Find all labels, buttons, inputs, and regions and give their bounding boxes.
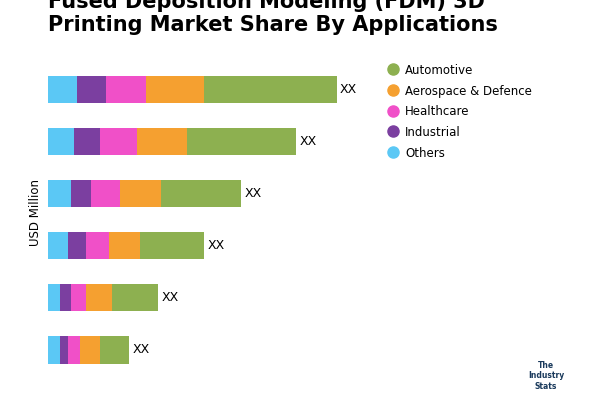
Bar [86, 232, 109, 259]
Bar [48, 336, 59, 364]
Bar [77, 76, 106, 103]
Text: XX: XX [208, 239, 224, 252]
Bar [48, 76, 77, 103]
Bar [187, 128, 296, 155]
Bar [120, 180, 161, 207]
Bar [106, 76, 146, 103]
Bar [146, 76, 204, 103]
Text: XX: XX [245, 187, 262, 200]
Bar [91, 180, 120, 207]
Bar [86, 284, 112, 312]
Bar [68, 232, 86, 259]
Bar [137, 128, 187, 155]
Bar [161, 180, 241, 207]
Text: XX: XX [161, 292, 178, 304]
Text: Fused Deposition Modeling (FDM) 3D
Printing Market Share By Applications: Fused Deposition Modeling (FDM) 3D Print… [48, 0, 498, 35]
Bar [100, 336, 129, 364]
Bar [59, 336, 68, 364]
Bar [100, 128, 137, 155]
Bar [80, 336, 100, 364]
Text: XX: XX [132, 344, 149, 356]
Bar [112, 284, 158, 312]
Bar [109, 232, 140, 259]
Bar [59, 284, 71, 312]
Bar [140, 232, 204, 259]
Text: XX: XX [340, 83, 358, 96]
Bar [71, 180, 91, 207]
Bar [48, 232, 68, 259]
Bar [48, 284, 59, 312]
Bar [48, 180, 71, 207]
Bar [204, 76, 337, 103]
Bar [48, 128, 74, 155]
Bar [74, 128, 100, 155]
Y-axis label: USD Million: USD Million [29, 178, 43, 246]
Legend: Automotive, Aerospace & Defence, Healthcare, Industrial, Others: Automotive, Aerospace & Defence, Healthc… [385, 60, 535, 163]
Text: XX: XX [300, 135, 317, 148]
Bar [71, 284, 86, 312]
Bar [68, 336, 80, 364]
Text: The
Industry
Stats: The Industry Stats [528, 361, 564, 391]
